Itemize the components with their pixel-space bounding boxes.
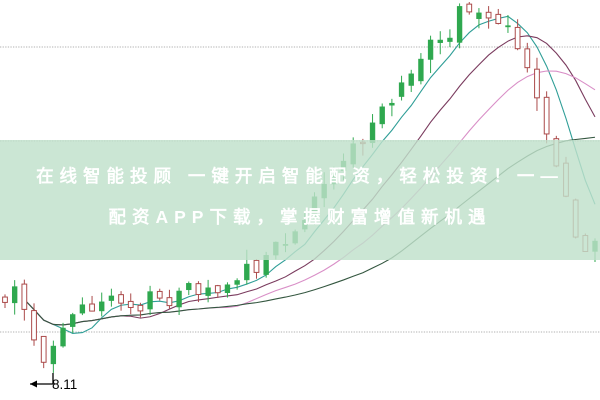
svg-text:8.11: 8.11	[52, 377, 77, 392]
